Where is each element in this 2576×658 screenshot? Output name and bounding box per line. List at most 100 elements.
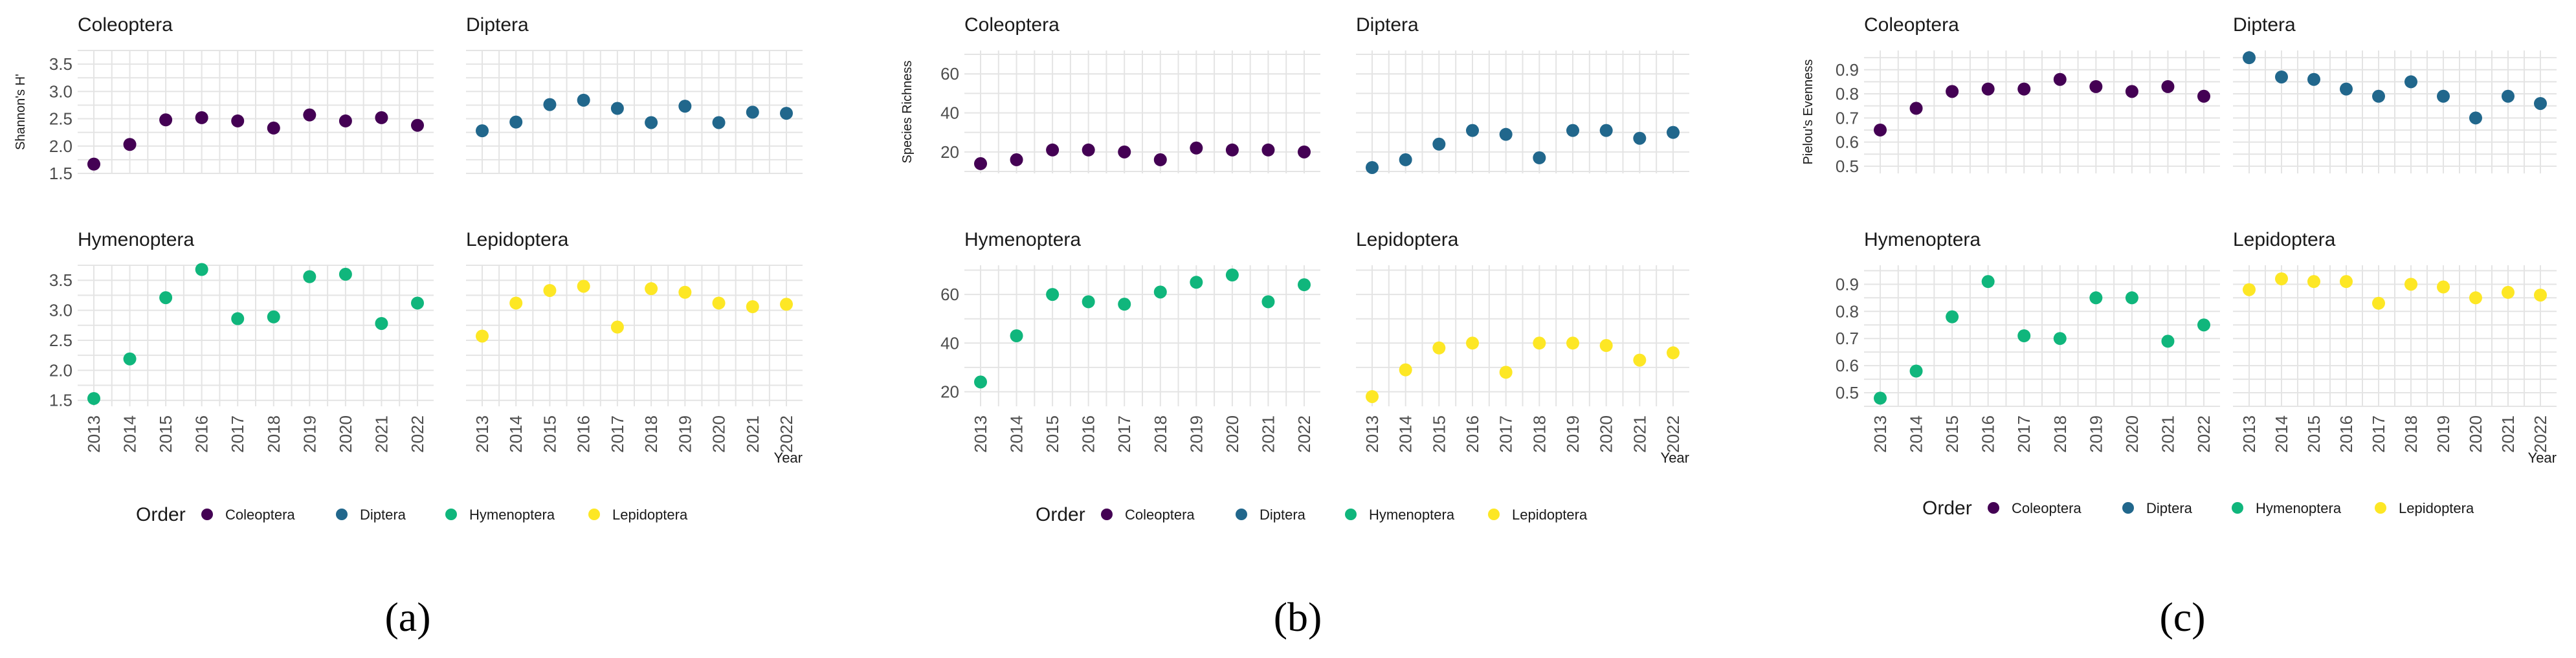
point-lepidoptera-2022 [1667,346,1680,360]
x-tick-label: 2016 [1463,415,1482,453]
legend-label-diptera: Diptera [1260,507,1306,523]
x-tick-label: 2015 [1429,415,1449,453]
y-axis-label: Species Richness [900,61,915,164]
x-tick-label: 2021 [372,415,391,453]
y-tick-label: 0.7 [1836,329,1859,348]
legend-swatch-hymenoptera [1345,509,1357,520]
point-coleoptera-2016 [1981,82,1995,96]
point-diptera-2021 [1633,131,1647,145]
point-diptera-2021 [2502,89,2515,103]
x-tick-label: 2015 [1043,415,1062,453]
point-coleoptera-2019 [303,108,316,122]
point-coleoptera-2013 [87,157,100,171]
legend-label-hymenoptera: Hymenoptera [469,507,555,523]
point-hymenoptera-2019 [2089,291,2103,305]
point-hymenoptera-2015 [1046,288,1060,302]
y-tick-label: 0.8 [1836,84,1859,104]
legend-label-lepidoptera: Lepidoptera [612,507,688,523]
point-coleoptera-2018 [2053,72,2067,86]
y-tick-label: 3.0 [49,82,72,101]
point-hymenoptera-2016 [1082,295,1095,309]
x-tick-label: 2014 [1907,415,1926,453]
legend-label-coleoptera: Coleoptera [225,507,295,523]
facet-title-hymenoptera: Hymenoptera [1864,229,1981,250]
legend-swatch-diptera [336,509,348,520]
x-tick-label: 2016 [1979,415,1998,453]
point-hymenoptera-2017 [231,312,245,325]
point-hymenoptera-2015 [159,291,173,305]
point-hymenoptera-2014 [123,352,137,366]
x-axis-label: Year [1661,450,1689,466]
point-hymenoptera-2013 [1874,391,1887,405]
y-tick-label: 0.8 [1836,302,1859,321]
y-tick-label: 2.5 [49,331,72,350]
x-tick-label: 2020 [336,415,355,453]
y-tick-label: 60 [940,285,959,304]
x-tick-label: 2018 [1529,415,1549,453]
point-hymenoptera-2013 [87,391,100,405]
point-diptera-2022 [1667,126,1680,139]
x-tick-label: 2020 [2466,415,2485,453]
point-lepidoptera-2013 [476,329,489,343]
point-diptera-2019 [1566,124,1579,137]
point-coleoptera-2022 [2197,89,2210,103]
y-tick-label: 0.6 [1836,356,1859,375]
point-lepidoptera-2014 [1399,363,1412,377]
point-diptera-2016 [1466,124,1479,137]
point-diptera-2019 [678,100,692,113]
x-tick-label: 2022 [1663,415,1683,453]
y-tick-label: 40 [940,104,959,123]
x-tick-label: 2017 [228,415,247,453]
x-tick-label: 2016 [2337,415,2356,453]
x-axis-label: Year [774,450,803,466]
y-tick-label: 1.5 [49,391,72,410]
x-tick-label: 2022 [777,415,796,453]
point-coleoptera-2015 [1046,143,1060,157]
point-lepidoptera-2015 [543,283,557,297]
x-tick-label: 2020 [1597,415,1616,453]
x-tick-label: 2019 [300,415,319,453]
point-lepidoptera-2020 [2469,291,2482,305]
legend-swatch-lepidoptera [588,509,600,520]
point-hymenoptera-2020 [339,267,352,281]
y-axis-label: Shannon's H' [14,74,28,150]
facet-title-coleoptera: Coleoptera [1864,14,1959,36]
point-lepidoptera-2019 [2437,280,2450,294]
point-hymenoptera-2013 [974,375,987,389]
point-diptera-2014 [2275,70,2288,83]
y-tick-label: 1.5 [49,164,72,183]
point-lepidoptera-2013 [1366,389,1379,403]
y-tick-label: 20 [940,142,959,162]
point-lepidoptera-2017 [2372,296,2385,310]
y-tick-label: 0.7 [1836,108,1859,127]
legend: Order Coleoptera Diptera Hymenoptera Lepidop… [136,504,688,525]
point-hymenoptera-2015 [1946,310,1959,324]
facet-title-coleoptera: Coleoptera [78,14,173,36]
legend-swatch-coleoptera [1101,509,1113,520]
x-tick-label: 2014 [1007,415,1027,453]
x-tick-label: 2020 [1223,415,1242,453]
legend-swatch-diptera [1236,509,1247,520]
x-tick-label: 2014 [120,415,140,453]
point-hymenoptera-2022 [411,296,424,310]
point-lepidoptera-2022 [780,298,793,311]
point-coleoptera-2015 [1946,85,1959,98]
legend-swatch-diptera [2122,502,2134,514]
x-tick-label: 2019 [1563,415,1582,453]
point-lepidoptera-2018 [645,282,658,296]
y-tick-label: 40 [940,333,959,353]
point-coleoptera-2014 [1010,153,1023,166]
point-hymenoptera-2020 [2125,291,2138,305]
x-axis-label: Year [2528,450,2557,466]
facet-title-diptera: Diptera [1356,14,1419,36]
point-hymenoptera-2017 [1118,298,1131,311]
legend-swatch-hymenoptera [2232,502,2243,514]
point-hymenoptera-2021 [375,316,388,330]
point-diptera-2014 [1399,153,1412,166]
x-tick-label: 2021 [2498,415,2518,453]
legend-title: Order [1922,498,1972,519]
x-tick-label: 2017 [608,415,627,453]
y-tick-label: 3.5 [49,270,72,290]
legend-swatch-coleoptera [201,509,213,520]
